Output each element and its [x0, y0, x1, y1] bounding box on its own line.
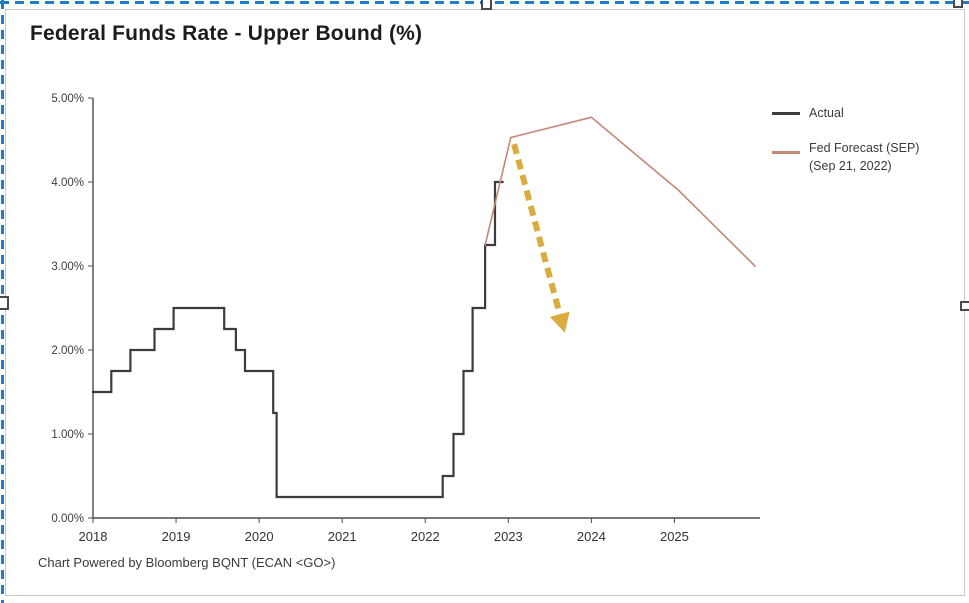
x-tick-label: 2023: [494, 529, 523, 544]
legend-label-actual: Actual: [809, 106, 844, 120]
x-tick-label: 2025: [660, 529, 689, 544]
x-tick-label: 2021: [328, 529, 357, 544]
x-tick-label: 2024: [577, 529, 606, 544]
series-fed-forecast-sep: [484, 116, 757, 268]
legend-swatch-forecast: [772, 151, 800, 154]
legend-item-forecast: Fed Forecast (SEP) (Sep 21, 2022): [772, 139, 968, 175]
chart-title: Federal Funds Rate - Upper Bound (%): [30, 22, 423, 45]
chart-legend: Actual Fed Forecast (SEP) (Sep 21, 2022): [772, 104, 968, 192]
x-tick-label: 2022: [411, 529, 440, 544]
y-tick-label: 3.00%: [51, 261, 84, 273]
x-tick-label: 2019: [162, 529, 191, 544]
x-tick-label: 2018: [79, 529, 108, 544]
series-actual: [91, 180, 504, 499]
legend-label-forecast: Fed Forecast (SEP) (Sep 21, 2022): [809, 141, 920, 173]
selection-handle-top-right[interactable]: [953, 0, 963, 8]
legend-swatch-actual: [772, 111, 800, 115]
forecast-annotation-arrow: [511, 143, 570, 333]
y-tick-label: 4.00%: [51, 177, 84, 189]
chart-footer: Chart Powered by Bloomberg BQNT (ECAN <G…: [38, 555, 336, 570]
y-tick-label: 0.00%: [51, 513, 84, 525]
y-tick-label: 2.00%: [51, 345, 84, 357]
x-tick-label: 2020: [245, 529, 274, 544]
selection-handle-top-center[interactable]: [481, 0, 492, 10]
legend-item-actual: Actual: [772, 104, 968, 122]
y-tick-label: 5.00%: [51, 93, 84, 105]
y-tick-label: 1.00%: [51, 429, 84, 441]
selection-handle-left-middle[interactable]: [0, 296, 9, 310]
selection-handle-right-middle[interactable]: [960, 301, 969, 311]
